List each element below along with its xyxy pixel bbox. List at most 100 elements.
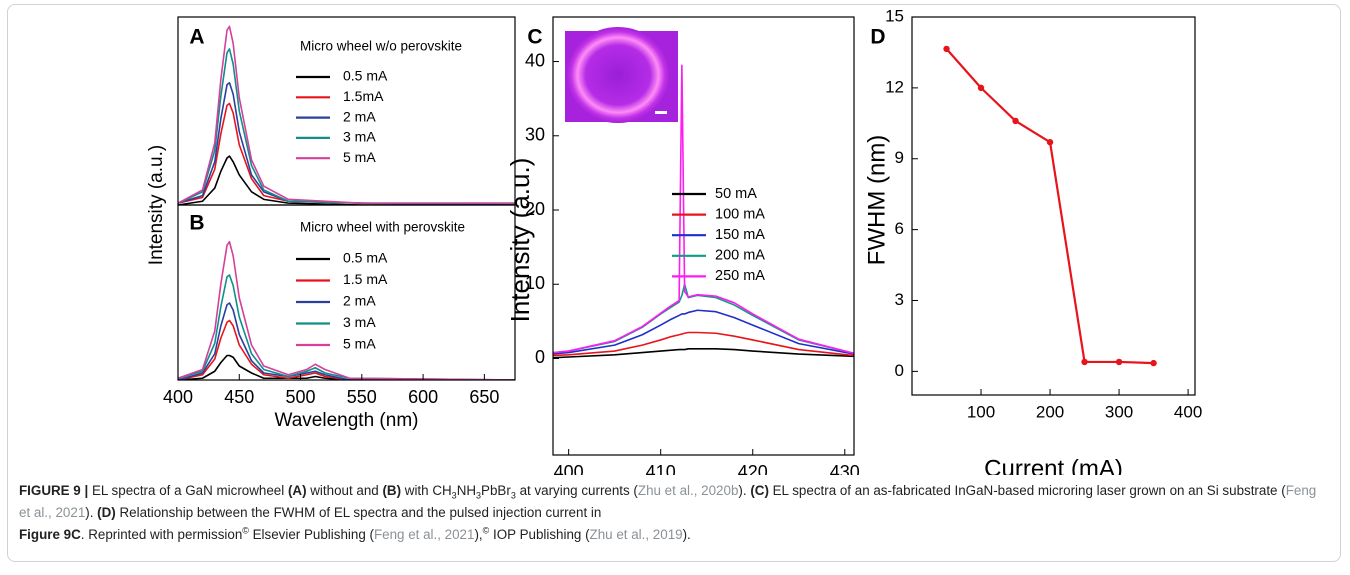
caption-text: © bbox=[482, 525, 490, 536]
data-point bbox=[1115, 358, 1123, 366]
data-point bbox=[1150, 359, 1157, 367]
caption-text: 3 bbox=[476, 490, 482, 501]
data-point bbox=[1046, 139, 1054, 146]
caption-text: 3 bbox=[510, 490, 516, 501]
citation-link[interactable]: Feng et al., 2021 bbox=[19, 483, 1317, 520]
legend-label: 2 mA bbox=[343, 108, 376, 124]
legend-title: Micro wheel with perovskite bbox=[300, 220, 465, 235]
caption-text: 3 bbox=[451, 490, 457, 501]
caption-text: Elsevier Publishing ( bbox=[248, 527, 374, 542]
caption-text: (C) bbox=[750, 483, 769, 498]
plot-frame bbox=[911, 16, 1196, 396]
y-tick-label: 30 bbox=[525, 125, 545, 145]
panel-label: B bbox=[189, 212, 204, 235]
citation-link[interactable]: Zhu et al., 2019 bbox=[589, 527, 683, 542]
legend-label: 1.5 mA bbox=[343, 271, 388, 287]
legend-label: 0.5 mA bbox=[343, 68, 388, 84]
caption-text: NH bbox=[456, 483, 477, 498]
data-line bbox=[945, 48, 1154, 365]
x-tick-label: 410 bbox=[646, 462, 676, 475]
y-axis-label: Intensity (a.u.) bbox=[505, 158, 535, 323]
data-point bbox=[977, 84, 985, 92]
caption-text: with CH bbox=[401, 483, 452, 498]
x-tick-label: 450 bbox=[224, 387, 254, 407]
legend-title: Micro wheel w/o perovskite bbox=[300, 39, 462, 54]
spectrum-line bbox=[553, 309, 854, 355]
y-tick-label: 20 bbox=[525, 199, 545, 219]
legend-label: 150 mA bbox=[715, 227, 765, 243]
spectrum-line bbox=[178, 274, 515, 380]
legend-label: 0.5 mA bbox=[343, 250, 388, 266]
caption-text: EL spectra of an as-fabricated InGaN-bas… bbox=[768, 483, 1286, 498]
spectrum-line bbox=[553, 348, 854, 359]
caption-text: at varying currents ( bbox=[515, 483, 638, 498]
panel-label: C bbox=[527, 26, 542, 49]
caption-text: PbBr bbox=[481, 483, 511, 498]
y-tick-label: 0 bbox=[895, 361, 904, 380]
caption-text: IOP Publishing ( bbox=[489, 527, 590, 542]
x-tick-label: 400 bbox=[1174, 402, 1202, 421]
y-tick-label: 6 bbox=[895, 219, 904, 238]
legend-label: 2 mA bbox=[343, 293, 376, 309]
spectrum-line bbox=[178, 354, 515, 380]
y-axis-label: Intensity (a.u.) bbox=[146, 145, 167, 265]
caption-text: ). bbox=[682, 527, 691, 542]
figure-frame bbox=[7, 4, 1341, 562]
legend-label: 3 mA bbox=[343, 314, 376, 330]
spectrum-line bbox=[178, 319, 515, 380]
x-axis-label: Wavelength (nm) bbox=[275, 410, 419, 431]
panel-label: D bbox=[870, 26, 885, 49]
caption-text: ). bbox=[738, 483, 751, 498]
caption: FIGURE 9 | EL spectra of a GaN microwhee… bbox=[19, 480, 1324, 546]
legend-label: 5 mA bbox=[343, 149, 376, 165]
citation-link[interactable]: Feng et al., 2021 bbox=[373, 527, 475, 542]
caption-text: ). bbox=[85, 505, 98, 520]
legend-label: 250 mA bbox=[715, 268, 765, 284]
y-tick-label: 12 bbox=[885, 77, 904, 96]
legend-label: 3 mA bbox=[343, 129, 376, 145]
x-tick-label: 400 bbox=[554, 462, 584, 475]
x-axis-label: Current (mA) bbox=[984, 455, 1123, 475]
x-tick-label: 500 bbox=[286, 387, 316, 407]
spectrum-line bbox=[553, 64, 854, 355]
figure: Intensity (a.u.) A Micro wheel w/o perovsk… bbox=[146, 6, 1202, 475]
data-point bbox=[943, 45, 950, 53]
caption-text: Relationship between the FWHM of EL spec… bbox=[115, 505, 602, 520]
legend-label: 5 mA bbox=[343, 336, 376, 352]
caption-text: . Reprinted with permission bbox=[80, 527, 243, 542]
data-point bbox=[1081, 358, 1088, 366]
caption-text: ), bbox=[474, 527, 483, 542]
spectrum-line bbox=[178, 48, 515, 204]
plot-frame bbox=[552, 16, 855, 456]
x-tick-label: 550 bbox=[347, 387, 377, 407]
caption-text: (A) bbox=[287, 483, 307, 498]
y-tick-label: 15 bbox=[885, 6, 904, 25]
legend-label: 50 mA bbox=[715, 186, 757, 202]
x-tick-label: 100 bbox=[967, 402, 995, 421]
spectrum-line bbox=[178, 240, 515, 380]
y-tick-label: 0 bbox=[535, 347, 545, 367]
x-tick-label: 430 bbox=[830, 462, 860, 475]
caption-text: (B) bbox=[382, 483, 402, 498]
x-tick-label: 400 bbox=[163, 387, 193, 407]
y-axis-label: FWHM (nm) bbox=[863, 135, 890, 266]
x-tick-label: 300 bbox=[1105, 402, 1133, 421]
caption-text: without and bbox=[306, 483, 383, 498]
legend-label: 1.5mA bbox=[343, 88, 384, 104]
caption-text: FIGURE 9 | bbox=[19, 483, 89, 498]
spectrum-line bbox=[178, 302, 515, 380]
plot-frame bbox=[177, 204, 516, 381]
inset-image bbox=[565, 27, 678, 123]
data-point bbox=[1012, 117, 1019, 125]
panel-label: A bbox=[189, 26, 204, 49]
spectrum-line bbox=[553, 331, 854, 357]
y-tick-label: 9 bbox=[895, 148, 904, 167]
citation-link[interactable]: Zhu et al., 2020b bbox=[637, 483, 739, 498]
x-tick-label: 200 bbox=[1036, 402, 1064, 421]
caption-text: (D) bbox=[97, 505, 116, 520]
x-tick-label: 420 bbox=[738, 462, 768, 475]
caption-text: EL spectra of a GaN microwheel bbox=[88, 483, 288, 498]
caption-text: Figure 9C bbox=[19, 527, 81, 542]
spectrum-line bbox=[178, 155, 515, 205]
